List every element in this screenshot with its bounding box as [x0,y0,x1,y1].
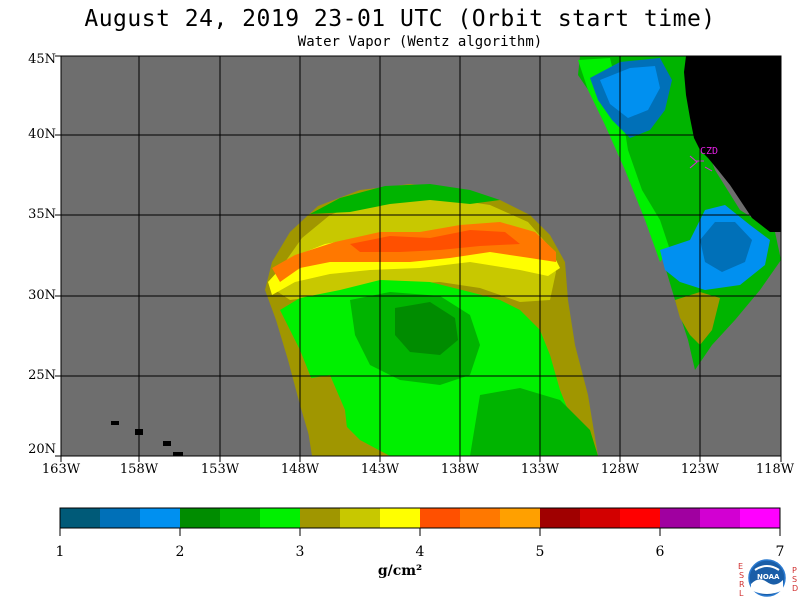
lat-label-30n: 30N [28,288,56,303]
lon-label-148w: 148W [280,462,320,477]
colorbar-tick-1: 1 [55,544,65,560]
logo-letter-l: L [739,589,744,598]
colorbar-tick-4: 4 [415,544,425,560]
western-swath [265,184,598,456]
swath-west-olive-south [300,375,350,456]
lon-label-153w: 153W [200,462,240,477]
noaa-logo-icon [748,559,786,597]
lon-label-143w: 143W [360,462,400,477]
colorbar-tick-5: 5 [535,544,545,560]
colorbar-units: g/cm² [377,563,423,579]
swath-east-light-green [578,58,670,262]
lat-label-20n: 20N [28,442,56,457]
colorbar-tick-2: 2 [175,544,185,560]
lon-label-138w: 138W [440,462,480,477]
logo-letter-s2: S [792,575,798,584]
swath-east-bright-blue-north [600,66,660,118]
map-subtitle: Water Vapor (Wentz algorithm) [297,34,543,50]
logo-letter-r: R [739,580,745,589]
colorbar-tick-6: 6 [655,544,665,560]
colorbar-tick-3: 3 [295,544,305,560]
swath-west-red-orange-band [350,230,520,252]
lon-label-163w: 163W [41,462,81,477]
swath-west-dark-green [395,302,458,355]
lat-label-45n: 45N [28,52,56,67]
logo-letter-d: D [792,584,799,593]
lon-label-128w: 128W [600,462,640,477]
lat-label-35n: 35N [28,207,56,222]
map-title: August 24, 2019 23-01 UTC (Orbit start t… [84,6,716,32]
lon-label-158w: 158W [119,462,159,477]
north-america-land [684,56,781,232]
lon-label-133w: 133W [520,462,560,477]
lon-label-123w: 123W [680,462,720,477]
map-ticks [55,55,782,462]
swath-west-green-south [470,388,598,456]
logo-letter-s: S [739,571,745,580]
lat-label-25n: 25N [28,368,56,383]
swath-west-green-north [310,184,500,214]
noaa-esrl-psd-logo: E S R L P S D NOAA [735,556,799,604]
map-gridlines [61,56,781,456]
lon-label-118w: 118W [755,462,795,477]
colorbar-tick-7: 7 [775,544,785,560]
map-frame [60,55,782,457]
lat-label-40n: 40N [28,127,56,142]
logo-letter-p: P [792,566,797,575]
swath-east-blue-south [700,222,752,272]
logo-letter-e: E [738,562,744,571]
swath-east-olive [675,292,720,345]
logo-noaa-text: NOAA [757,573,780,581]
station-label: CZD [700,146,719,157]
